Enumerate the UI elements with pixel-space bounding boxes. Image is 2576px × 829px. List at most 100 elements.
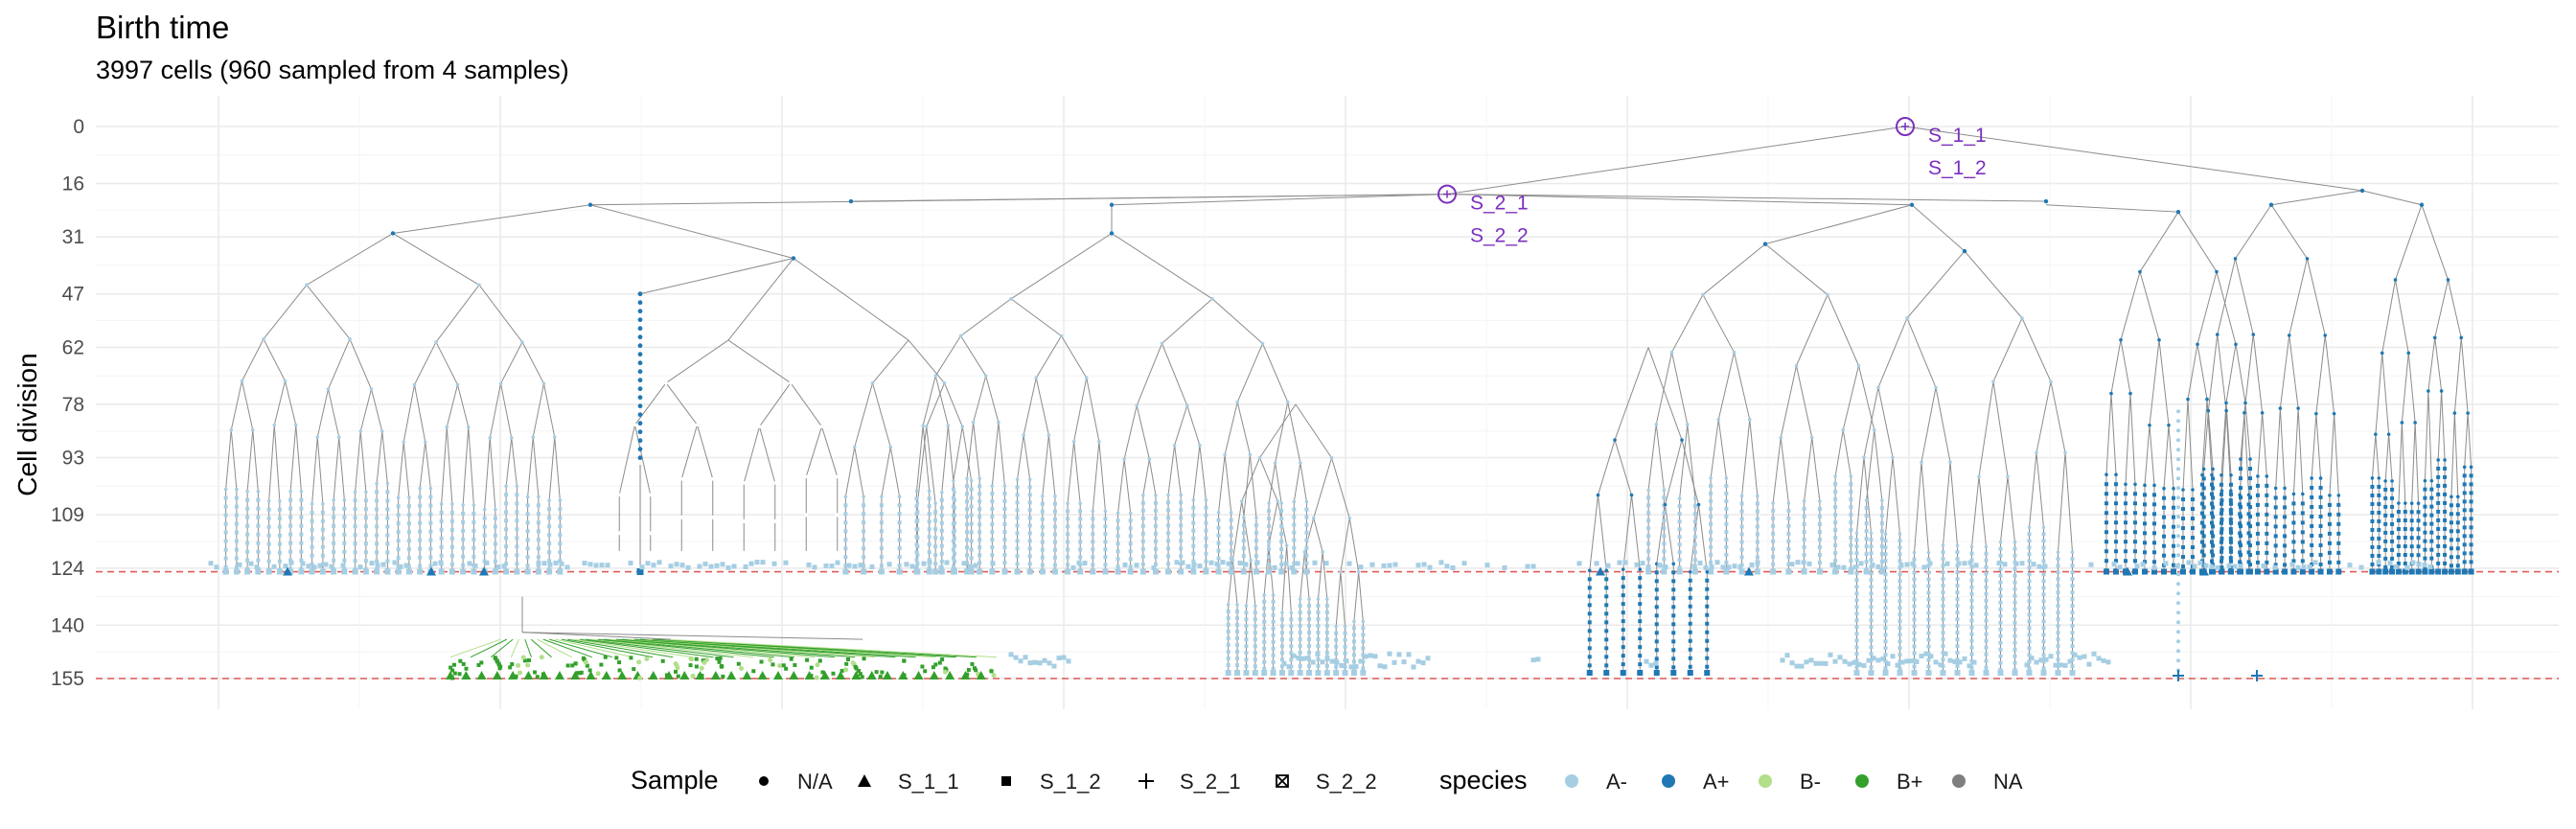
cell-point (1276, 499, 1280, 503)
cell-point (1285, 400, 1290, 404)
cell-point (348, 336, 352, 341)
cell-point (2070, 597, 2075, 602)
tree-branch (446, 426, 453, 504)
cell-point (320, 527, 325, 532)
cell-point (933, 374, 938, 378)
tree-branch (926, 382, 945, 427)
cell-point (757, 425, 762, 428)
tree-branch (2196, 271, 2218, 345)
cell-point (636, 659, 642, 665)
cell-point (1998, 593, 2003, 598)
cell-point (332, 532, 336, 537)
tree-branch (633, 638, 896, 658)
cell-point (1688, 569, 1692, 574)
cell-point (2336, 560, 2341, 564)
cell-point (1854, 611, 1859, 616)
tree-branch (2105, 393, 2112, 475)
cell-point (1279, 555, 1284, 560)
cell-point (1817, 560, 1822, 564)
cell-point (637, 291, 643, 297)
cell-point (1941, 550, 1945, 555)
cell-point (1229, 510, 1233, 515)
cell-point (1226, 603, 1230, 607)
tree-branch (1348, 518, 1360, 572)
cell-point (283, 379, 288, 383)
cell-point (2180, 568, 2186, 575)
cell-point (2109, 391, 2113, 396)
cell-point (771, 550, 778, 557)
cell-point (2070, 584, 2075, 588)
cell-point (1634, 562, 1640, 567)
cell-point (518, 670, 523, 676)
cell-point (965, 538, 970, 542)
cell-point (508, 665, 513, 670)
cell-point (927, 535, 932, 540)
cell-point (1621, 567, 1625, 571)
cell-point (966, 667, 971, 672)
cell-point (725, 564, 731, 570)
cell-point (858, 563, 863, 568)
cell-point (564, 564, 570, 570)
cell-point (1260, 341, 1265, 346)
cell-point (2429, 530, 2434, 535)
tree-branch (1017, 435, 1024, 480)
cell-point (2255, 521, 2260, 526)
cell-point (2238, 541, 2242, 545)
cell-point (915, 510, 920, 515)
tree-branch (1906, 317, 1937, 388)
cell-point (2104, 549, 2108, 554)
cell-point (1671, 665, 1676, 670)
cell-point (1204, 528, 1208, 533)
cell-point (2041, 545, 2046, 550)
cell-point (1116, 518, 1120, 523)
cell-point (2200, 501, 2204, 506)
cell-point (320, 536, 325, 541)
cell-point (1604, 586, 1609, 590)
cell-point (2389, 568, 2396, 575)
cell-point (2423, 539, 2427, 543)
cell-point (862, 555, 866, 560)
cell-point (1292, 561, 1297, 565)
tree-branch (953, 426, 963, 481)
cell-point (1856, 661, 1862, 667)
tree-branch (1589, 495, 1598, 571)
cell-point (2449, 503, 2453, 508)
cell-point (2162, 534, 2166, 539)
cell-point (897, 546, 902, 551)
cell-point (914, 512, 919, 517)
cell-point (1312, 560, 1318, 565)
tree-branch (727, 258, 794, 341)
cell-point (614, 656, 619, 660)
cell-point (710, 477, 715, 481)
cell-point (2462, 517, 2467, 521)
cell-point (298, 568, 305, 575)
cell-point (2027, 639, 2032, 644)
cell-point (1172, 443, 1177, 448)
cell-point (472, 537, 476, 541)
cell-point (244, 568, 251, 575)
cell-point (310, 501, 314, 506)
cell-point (1225, 670, 1231, 676)
cell-point (547, 507, 552, 512)
cell-point (1040, 532, 1045, 537)
legend-sample-label: S_1_2 (1040, 770, 1101, 794)
cell-point (879, 555, 884, 560)
cell-point (353, 507, 357, 512)
tree-branch (1911, 204, 1966, 252)
cell-point (1360, 670, 1367, 676)
cell-point (2429, 513, 2434, 518)
cell-point (342, 532, 347, 537)
cell-point (2423, 495, 2427, 500)
tree-branch (1241, 500, 1252, 561)
tree-branch (1877, 317, 1908, 388)
cell-point (2027, 606, 2032, 610)
cell-point (1724, 476, 1729, 480)
cell-point (214, 564, 219, 570)
cell-point (2220, 498, 2224, 503)
cell-point (1869, 551, 1874, 556)
cell-point (1102, 568, 1109, 575)
cell-point (1342, 670, 1348, 676)
cell-point (1969, 571, 1974, 576)
cell-point (2124, 520, 2128, 525)
cell-point (2229, 501, 2233, 506)
